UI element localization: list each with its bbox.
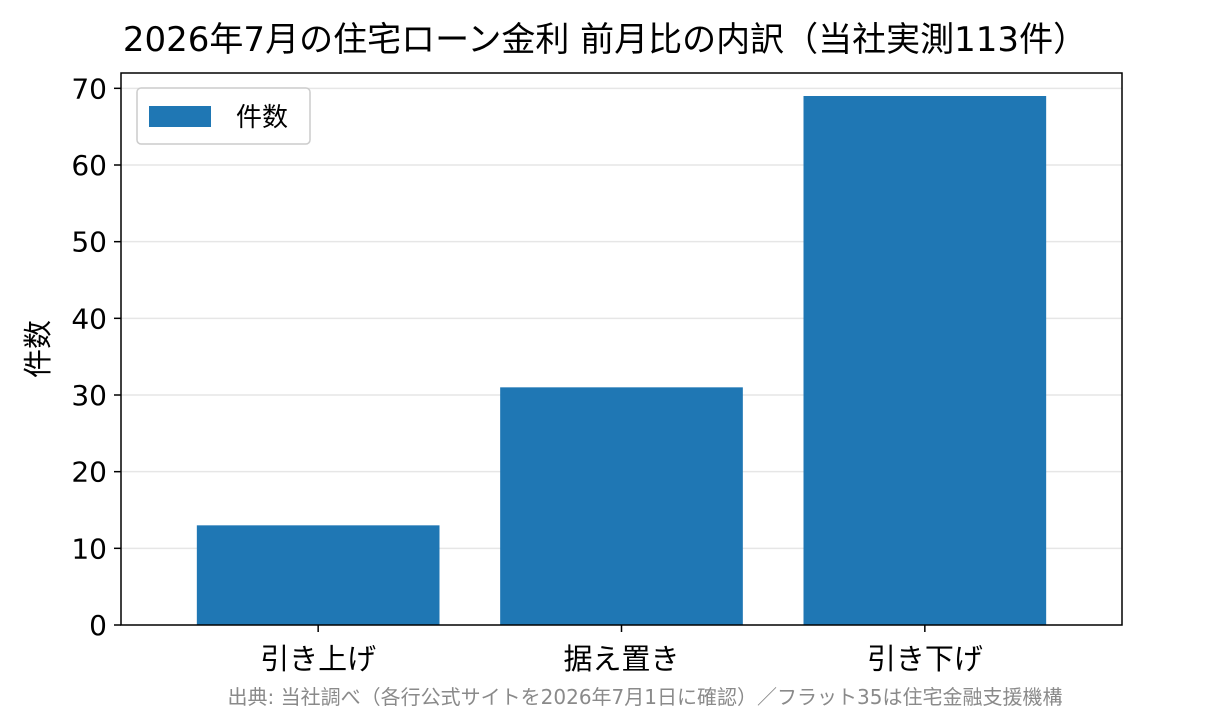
y-tick-label: 20	[71, 456, 107, 489]
x-tick-label: 据え置き	[563, 642, 679, 676]
bar	[500, 387, 743, 625]
bar	[196, 525, 440, 625]
legend-box	[136, 87, 311, 145]
y-axis-title: 件数	[21, 320, 55, 378]
x-tick-label: 引き下げ	[867, 642, 983, 676]
y-tick-label: 10	[71, 532, 107, 565]
y-tick-label: 50	[71, 226, 107, 259]
y-tick-label: 60	[71, 149, 107, 182]
legend-swatch	[149, 106, 211, 127]
bar	[803, 96, 1047, 625]
legend: 件数	[136, 87, 311, 145]
y-tick-label: 40	[71, 302, 107, 335]
x-tick-label: 引き上げ	[260, 642, 376, 676]
y-tick-label: 30	[71, 379, 107, 412]
bars	[196, 96, 1047, 625]
y-tick-label: 0	[89, 609, 107, 642]
y-ticks: 0 10 20 30 40 50 60 70	[71, 72, 121, 642]
y-tick-label: 70	[71, 72, 107, 105]
x-ticks: 引き上げ 据え置き 引き下げ	[260, 625, 983, 676]
legend-label: 件数	[236, 103, 288, 133]
source-note: 出典: 当社調べ（各行公式サイトを2026年7月1日に確認）／フラット35は住宅…	[227, 685, 1063, 709]
chart-title: 2026年7月の住宅ローン金利 前月比の内訳（当社実測113件）	[122, 20, 1088, 60]
